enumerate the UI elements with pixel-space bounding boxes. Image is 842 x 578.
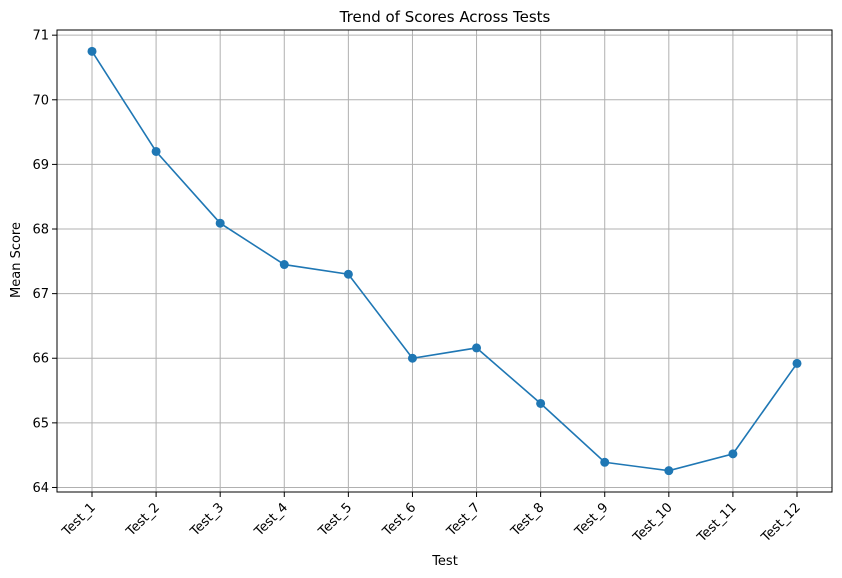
data-point (728, 449, 738, 459)
data-point (472, 343, 482, 353)
data-point (87, 46, 97, 56)
x-axis-label: Test (431, 554, 458, 569)
series-line (91, 50, 798, 472)
series-layer (87, 46, 802, 476)
data-point (536, 398, 546, 408)
axes-layer: Test_1 Test_2 Test_3 Test_4 Test_5 Test_6 Test… (32, 29, 833, 546)
x-tick-label: Test_9 (572, 500, 612, 540)
x-tick-label: Test_5 (315, 500, 355, 540)
data-point (664, 466, 674, 476)
y-tick-label: 71 (32, 29, 49, 44)
x-tick-label: Test_12 (758, 500, 804, 546)
grid-layer (57, 30, 832, 492)
y-tick-label: 69 (32, 158, 49, 173)
y-tick-label: 65 (32, 416, 49, 431)
x-tick-label: Test_11 (694, 500, 740, 546)
chart-title: Trend of Scores Across Tests (339, 8, 551, 26)
y-axis-label: Mean Score (9, 222, 24, 298)
data-point (279, 260, 289, 270)
data-point (215, 218, 225, 228)
y-tick-label: 66 (32, 352, 49, 367)
data-point (151, 146, 161, 156)
x-tick-label: Test_10 (630, 500, 676, 546)
data-point (343, 269, 353, 279)
x-tick-label: Test_3 (187, 500, 227, 540)
plot-frame (56, 29, 833, 493)
y-tick-label: 70 (32, 93, 49, 108)
x-tick-label: Test_8 (508, 500, 548, 540)
x-tick-label: Test_1 (59, 500, 99, 540)
x-tick-label: Test_6 (379, 500, 419, 540)
data-point (792, 358, 802, 368)
x-tick-label: Test_7 (444, 500, 484, 540)
data-point (600, 457, 610, 467)
y-tick-label: 67 (32, 287, 49, 302)
x-tick-label: Test_4 (251, 500, 291, 540)
x-tick-label: Test_2 (123, 500, 163, 540)
y-tick-label: 68 (32, 223, 49, 238)
y-tick-label: 64 (32, 481, 49, 496)
data-point (407, 353, 417, 363)
